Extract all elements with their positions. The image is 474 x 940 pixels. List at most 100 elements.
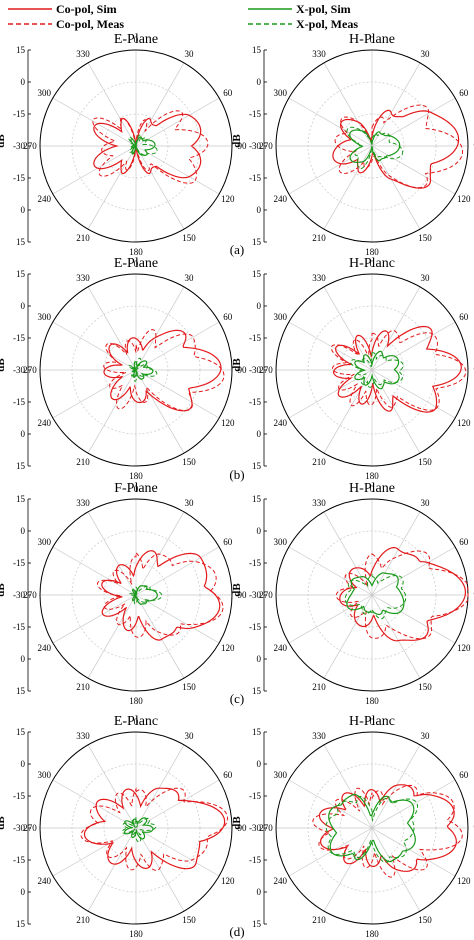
angle-tick-label: 300 (273, 88, 287, 98)
series-line-meas (334, 104, 464, 189)
radial-axis-label: dB (231, 358, 243, 372)
panel-label: (a) (230, 242, 244, 257)
radial-tick-label: -15 (249, 397, 261, 407)
grid-spoke (135, 369, 185, 454)
grid-spoke (371, 594, 421, 679)
angle-tick-label: 150 (182, 915, 196, 925)
plot-title: F-Plane (114, 481, 158, 496)
radial-tick-label: 0 (21, 654, 26, 664)
series-line-meas (344, 573, 407, 620)
angle-tick-label: 300 (37, 770, 51, 780)
radial-tick-label: 0 (257, 429, 262, 439)
angle-tick-label: 30 (421, 49, 431, 59)
polar-outer-ring (275, 49, 469, 243)
radial-tick-label: 15 (252, 269, 262, 279)
angle-tick-label: 0 (370, 484, 375, 494)
grid-spoke (371, 594, 456, 644)
radial-tick-label: -15 (249, 622, 261, 632)
series-line-meas (80, 787, 229, 871)
angle-tick-label: 240 (37, 194, 51, 204)
angle-tick-label: 60 (459, 537, 469, 547)
angle-tick-label: 30 (185, 731, 195, 741)
angle-tick-label: 330 (312, 49, 326, 59)
plot-title: H-Planc (349, 714, 395, 729)
angle-tick-label: 0 (370, 259, 375, 269)
grid-spoke (288, 594, 373, 644)
series-line (332, 109, 460, 189)
radial-tick-label: -15 (13, 173, 25, 183)
radial-tick-label: -30 (13, 365, 25, 375)
radial-tick-label: 15 (252, 686, 262, 696)
grid-spoke (288, 369, 373, 419)
angle-tick-label: 300 (273, 770, 287, 780)
series-line-meas (128, 357, 158, 382)
radial-tick-label: -15 (13, 622, 25, 632)
grid-spoke (135, 321, 220, 371)
angle-tick-label: 150 (418, 233, 432, 243)
panel-label: (c) (230, 691, 244, 706)
angle-tick-label: 210 (312, 915, 326, 925)
radial-tick-label: -15 (13, 791, 25, 801)
radial-tick-label: 0 (21, 759, 26, 769)
angle-tick-label: 240 (273, 194, 287, 204)
angle-tick-label: 210 (312, 233, 326, 243)
angle-tick-label: 330 (312, 731, 326, 741)
angle-tick-label: 120 (457, 418, 471, 428)
radial-tick-label: 0 (21, 77, 26, 87)
angle-tick-label: 330 (312, 498, 326, 508)
series-line-meas (128, 585, 163, 605)
grid-spoke (371, 321, 456, 371)
panel-label: (b) (229, 467, 244, 482)
grid-spoke (323, 145, 373, 230)
radial-tick-label: 15 (252, 461, 262, 471)
angle-tick-label: 210 (76, 457, 90, 467)
angle-tick-label: 60 (223, 88, 233, 98)
grid-spoke (52, 145, 137, 195)
grid-spoke (52, 369, 137, 419)
radial-tick-label: -15 (13, 855, 25, 865)
radial-axis-label: dB (0, 358, 7, 372)
radial-tick-label: 0 (21, 429, 26, 439)
radial-tick-label: 15 (252, 494, 262, 504)
angle-tick-label: 0 (134, 259, 139, 269)
grid-spoke (288, 546, 373, 596)
polar-outer-ring (39, 273, 233, 467)
grid-spoke (323, 744, 373, 829)
radial-tick-label: -15 (249, 855, 261, 865)
radial-axis-label: dB (0, 134, 7, 148)
radial-axis-label: dB (231, 816, 243, 830)
series-line-meas (330, 329, 467, 411)
radial-tick-label: 15 (16, 269, 26, 279)
radial-tick-label: 15 (16, 237, 26, 247)
series-line (123, 817, 154, 840)
angle-tick-label: 180 (365, 696, 379, 706)
grid-spoke (52, 827, 137, 877)
grid-spoke (87, 594, 137, 679)
grid-spoke (371, 97, 456, 147)
radial-tick-label: 15 (252, 237, 262, 247)
series-line-meas (121, 817, 157, 843)
legend-label: X-pol, Sim (296, 2, 351, 16)
angle-tick-label: 300 (273, 312, 287, 322)
radial-tick-label: -15 (13, 558, 25, 568)
angle-tick-label: 240 (37, 876, 51, 886)
grid-spoke (135, 369, 220, 419)
grid-spoke (87, 286, 137, 371)
angle-tick-label: 120 (221, 876, 235, 886)
radial-tick-label: -30 (13, 141, 25, 151)
plot-title: E-Plane (114, 32, 158, 47)
angle-tick-label: 0 (134, 35, 139, 45)
angle-tick-label: 180 (365, 929, 379, 939)
panel-label: (d) (229, 924, 244, 939)
grid-spoke (135, 594, 220, 644)
angle-tick-label: 60 (459, 770, 469, 780)
series-line-meas (128, 134, 158, 156)
radial-tick-label: 15 (16, 45, 26, 55)
radial-tick-label: 0 (257, 205, 262, 215)
series-line (328, 793, 416, 863)
grid-spoke (135, 827, 220, 877)
series-line-meas (335, 550, 469, 640)
polar-panel: H-Plane030609012015018021024027030033015… (231, 32, 474, 257)
angle-tick-label: 330 (76, 273, 90, 283)
radial-tick-label: 15 (16, 727, 26, 737)
